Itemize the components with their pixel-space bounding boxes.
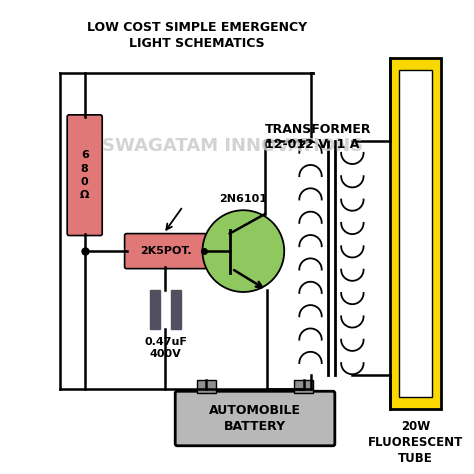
Text: LIGHT SCHEMATICS: LIGHT SCHEMATICS [129, 37, 264, 50]
Circle shape [202, 210, 284, 292]
Text: AUTOMOBILE
BATTERY: AUTOMOBILE BATTERY [209, 404, 301, 433]
Bar [390, 58, 441, 409]
Text: 0.47uF
400V: 0.47uF 400V [144, 337, 187, 359]
Text: LOW COST SIMPLE EMERGENCY: LOW COST SIMPLE EMERGENCY [87, 21, 307, 35]
Text: 2K5POT.: 2K5POT. [140, 246, 191, 256]
FancyBboxPatch shape [175, 391, 335, 446]
FancyBboxPatch shape [67, 115, 102, 236]
Text: SWAGATAM INNOVATIONS: SWAGATAM INNOVATIONS [102, 137, 363, 155]
Bar [150, 290, 160, 329]
Text: 6
8
0
Ω: 6 8 0 Ω [80, 150, 90, 200]
Text: 20W
FLUORESCENT
TUBE: 20W FLUORESCENT TUBE [368, 420, 463, 465]
Text: TRANSFORMER: TRANSFORMER [265, 123, 371, 136]
Text: 12-012 V  1 A: 12-012 V 1 A [265, 138, 359, 151]
Bar [399, 70, 432, 397]
Bar [171, 290, 181, 329]
Bar [197, 380, 216, 393]
Text: 2N6101: 2N6101 [219, 194, 267, 204]
FancyBboxPatch shape [125, 234, 206, 269]
Bar [294, 380, 313, 393]
